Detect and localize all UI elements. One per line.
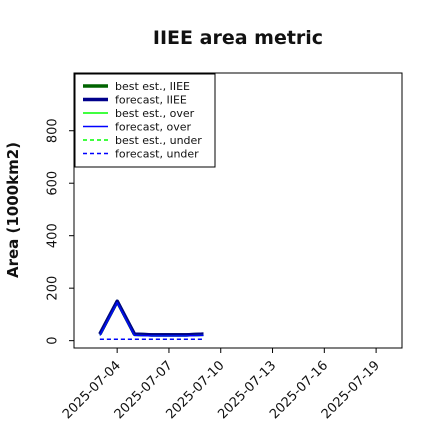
series-line-forecast-over: [99, 301, 204, 337]
y-tick-label: 400: [46, 223, 61, 248]
legend-label: best est., IIEE: [115, 80, 190, 93]
legend-label: best est., over: [115, 107, 195, 120]
y-tick-label: 200: [46, 276, 61, 301]
legend-label: forecast, IIEE: [115, 93, 187, 106]
series-line-forecast-iiee: [98, 299, 204, 337]
legend-label: forecast, under: [115, 147, 199, 160]
chart-title: IIEE area metric: [153, 27, 323, 49]
y-tick-label: 800: [46, 118, 61, 143]
y-axis-label: Area (1000km2): [4, 142, 22, 278]
y-tick-label: 0: [46, 337, 61, 345]
y-tick-label: 600: [46, 171, 61, 196]
plot-frame: [73, 72, 403, 349]
legend-label: best est., under: [115, 134, 202, 147]
series-layer: [98, 299, 204, 341]
legend-box: [74, 73, 216, 168]
x-axis: 2025-07-042025-07-072025-07-102025-07-13…: [60, 348, 383, 422]
legend-label: forecast, over: [115, 120, 191, 133]
y-axis: 0 200 400 600 800: [46, 118, 74, 345]
